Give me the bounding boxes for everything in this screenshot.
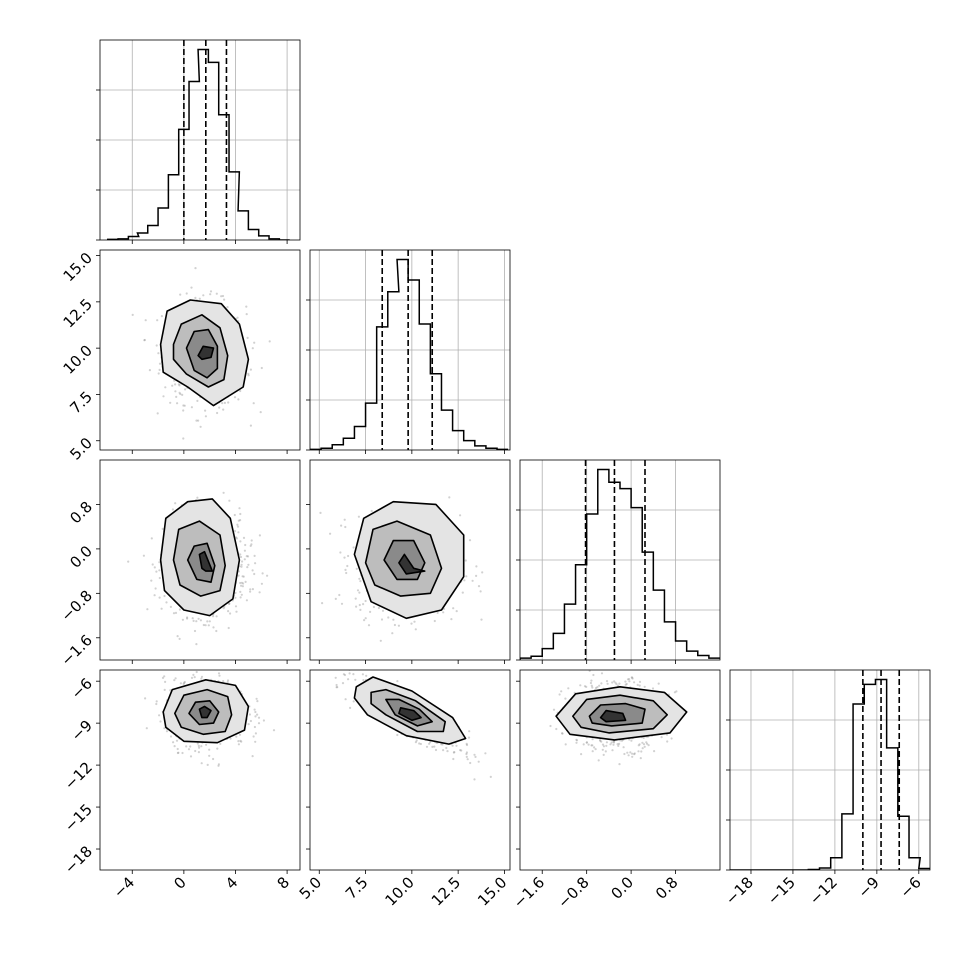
x-tick-label: 0.0 xyxy=(608,873,638,903)
contour-line-2 xyxy=(364,520,443,597)
contour-line-1 xyxy=(353,500,465,620)
contour-line-4 xyxy=(599,709,627,723)
contour-line-1 xyxy=(555,686,688,741)
histogram-panel-1 xyxy=(96,39,301,244)
histogram-step xyxy=(310,258,509,450)
contour-line-4 xyxy=(198,550,214,572)
x-tick-label: −9 xyxy=(854,873,882,901)
y-tick-label: 10.0 xyxy=(60,341,96,377)
density-panel-3-2 xyxy=(306,459,511,664)
y-tick-label: 0.8 xyxy=(66,498,96,528)
contour-line-3 xyxy=(186,542,216,583)
panel-frame xyxy=(99,669,301,871)
contour-line-3 xyxy=(588,702,646,727)
contour-line-4 xyxy=(197,345,215,361)
panel-frame xyxy=(309,669,511,871)
contour-line-3 xyxy=(383,539,426,581)
contour-line-2 xyxy=(172,314,229,388)
contour-line-2 xyxy=(572,694,668,734)
x-tick-label: 0.8 xyxy=(652,873,682,903)
y-tick-label: 0.0 xyxy=(66,542,96,572)
contour-line-1 xyxy=(162,679,250,744)
y-tick-label: −1.6 xyxy=(58,631,96,669)
panel-frame xyxy=(99,459,301,661)
y-tick-label: 5.0 xyxy=(66,434,96,464)
contour-line-3 xyxy=(385,698,433,727)
x-tick-label: 8 xyxy=(274,873,293,892)
contour-line-2 xyxy=(370,688,446,733)
y-tick-label: −6 xyxy=(68,674,96,702)
panel-frame xyxy=(309,459,511,661)
x-tick-label: −1.6 xyxy=(510,873,548,911)
y-tick-label: −9 xyxy=(68,716,96,744)
y-tick-label: −18 xyxy=(61,842,96,877)
histogram-step xyxy=(520,468,720,660)
y-tick-label: −12 xyxy=(61,758,96,793)
x-tick-label: 4 xyxy=(222,873,241,892)
density-panel-4-1 xyxy=(96,669,301,874)
x-tick-label: −12 xyxy=(806,873,841,908)
contour-line-4 xyxy=(398,707,422,722)
density-fill-4 xyxy=(398,707,422,721)
x-tick-label: −6 xyxy=(896,873,924,901)
density-panel-4-2 xyxy=(306,669,511,874)
density-panel-3-1 xyxy=(96,459,301,664)
density-panel-4-3 xyxy=(516,669,721,874)
histogram-panel-2 xyxy=(306,249,511,454)
x-tick-label: −0.8 xyxy=(554,873,592,911)
x-tick-label: 12.5 xyxy=(428,873,464,909)
x-tick-label: 15.0 xyxy=(474,873,510,909)
panel-frame xyxy=(99,249,301,451)
contour-line-2 xyxy=(174,688,233,736)
density-panel-2-1 xyxy=(96,249,301,454)
contour-line-4 xyxy=(398,553,426,575)
x-tick-label: 10.0 xyxy=(382,873,418,909)
y-tick-label: −0.8 xyxy=(58,587,96,625)
contour-line-1 xyxy=(159,299,250,407)
x-tick-label: 0 xyxy=(170,873,189,892)
y-tick-label: −15 xyxy=(61,800,96,835)
y-tick-label: 15.0 xyxy=(60,249,96,285)
contour-line-3 xyxy=(188,700,220,726)
contour-line-2 xyxy=(172,520,226,597)
x-tick-label: −4 xyxy=(110,873,138,901)
histogram-step xyxy=(106,48,290,240)
x-tick-label: −18 xyxy=(722,873,757,908)
x-tick-label: 7.5 xyxy=(342,873,372,903)
histogram-panel-4 xyxy=(726,669,931,874)
histogram-panel-3 xyxy=(516,459,721,664)
x-tick-label: −15 xyxy=(764,873,799,908)
contour-line-1 xyxy=(353,676,467,745)
contour-line-1 xyxy=(159,498,241,617)
density-fill-4 xyxy=(398,554,425,574)
y-tick-label: 7.5 xyxy=(66,388,96,418)
y-tick-label: 12.5 xyxy=(60,295,96,331)
contour-line-3 xyxy=(185,328,219,379)
density-fill-4 xyxy=(199,551,213,572)
x-tick-label: 5.0 xyxy=(296,873,326,903)
contour-line-4 xyxy=(198,705,212,719)
panel-frame xyxy=(519,669,721,871)
